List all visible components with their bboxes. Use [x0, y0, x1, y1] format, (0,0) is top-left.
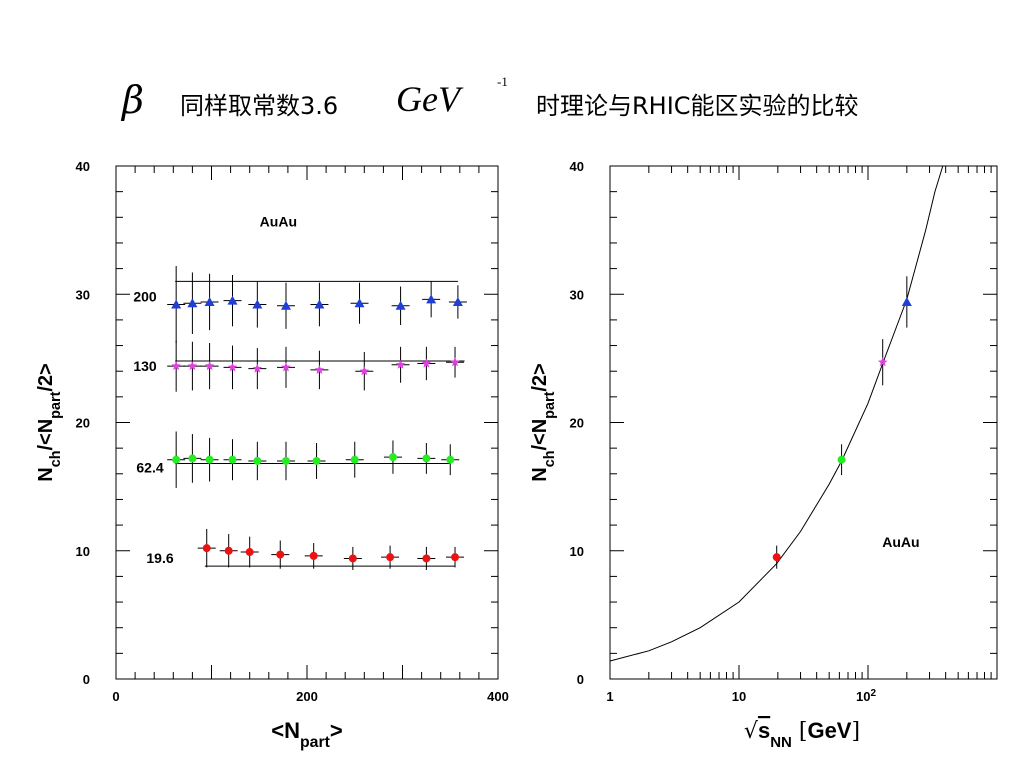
left-data-point	[171, 299, 182, 309]
left-y-tick-label: 20	[76, 416, 90, 431]
title-prefix: 同样取常数3.6	[180, 92, 339, 120]
title-suffix: 时理论与RHIC能区实验的比较	[536, 92, 859, 120]
left-data-point	[395, 359, 406, 369]
left-data-point	[309, 551, 318, 560]
right-y-axis-title: Nch/<Npart/2>	[529, 363, 558, 481]
left-data-point	[314, 299, 325, 309]
left-data-point	[204, 361, 215, 371]
left-data-point	[386, 553, 395, 562]
right-x-axis-title: √sNN [GeV]	[744, 718, 860, 751]
title-unit: GeV	[396, 79, 460, 119]
left-x-axis-title: <Npart>	[271, 718, 343, 751]
right-y-tick-label: 40	[570, 159, 584, 174]
left-data-point	[281, 362, 291, 372]
left-data-point	[426, 294, 437, 304]
left-series-label: 62.4	[136, 460, 163, 476]
left-data-point	[187, 298, 198, 308]
left-data-point	[280, 300, 291, 310]
left-data-point	[350, 455, 359, 464]
right-data-point	[837, 455, 846, 464]
left-y-tick-label: 10	[76, 544, 90, 559]
left-data-point	[172, 455, 181, 464]
left-data-point	[252, 299, 263, 309]
right-y-tick-label: 30	[570, 287, 584, 302]
left-data-point	[228, 455, 237, 464]
left-data-point	[348, 554, 357, 563]
left-data-point	[227, 362, 238, 372]
right-data-point	[772, 553, 781, 562]
left-data-point	[446, 455, 455, 464]
right-theory-curve	[609, 165, 944, 662]
left-data-point	[354, 298, 365, 308]
left-data-point	[188, 454, 197, 463]
right-panel: 0 10 20 30 40 1 10 102 √sNN [GeV] Nch/<Npart/2> Au…	[529, 159, 998, 751]
right-y-tick-label: 0	[577, 672, 584, 687]
left-y-tick-label: 40	[76, 159, 90, 174]
right-y-tick-label: 20	[570, 416, 584, 431]
left-data-point	[252, 363, 263, 373]
right-y-tick-label: 10	[570, 544, 584, 559]
left-series-label: 19.6	[146, 550, 173, 566]
right-annotation-auau: AuAu	[882, 534, 919, 550]
title-unit-exponent: -1	[497, 74, 508, 89]
left-data-point	[205, 455, 214, 464]
right-x-tick-label: 10	[732, 689, 746, 704]
title-beta-symbol: β	[122, 78, 144, 122]
left-data-point	[253, 456, 262, 465]
left-y-tick-label: 0	[83, 672, 90, 687]
left-data-point	[187, 361, 198, 371]
slide-title: β 同样取常数3.6 GeV -1 时理论与RHIC能区实验的比较	[0, 72, 1024, 132]
left-series-label: 130	[133, 358, 157, 374]
left-data-point	[359, 366, 370, 376]
left-data-point	[281, 456, 290, 465]
left-series-label: 200	[133, 289, 157, 305]
right-plot-frame	[609, 165, 998, 680]
left-x-tick-label: 200	[296, 689, 318, 704]
left-data-point	[224, 546, 233, 555]
left-data-point	[388, 453, 397, 462]
left-data-point	[245, 548, 254, 557]
right-data-point	[877, 357, 888, 367]
left-y-tick-label: 30	[76, 287, 90, 302]
left-data-point	[395, 300, 406, 310]
left-data-point	[202, 544, 211, 553]
left-series-200: 200	[133, 266, 467, 343]
right-data-point	[901, 296, 912, 306]
left-data-point	[314, 364, 325, 374]
left-data-point	[451, 553, 460, 562]
right-x-tick-label: 102	[856, 688, 876, 705]
left-data-point	[421, 358, 432, 368]
left-x-tick-label: 0	[112, 689, 119, 704]
left-plot-frame	[115, 165, 499, 680]
left-data-point	[450, 357, 460, 367]
left-x-tick-label: 400	[487, 689, 509, 704]
left-data-point	[276, 550, 285, 559]
right-x-tick-label: 1	[606, 689, 613, 704]
left-data-point	[171, 361, 181, 371]
left-data-point	[204, 296, 215, 306]
left-series-19-6: 19.6	[146, 528, 465, 570]
left-annotation-auau: AuAu	[260, 213, 297, 229]
left-series-130: 130	[133, 340, 465, 392]
left-data-point	[422, 554, 431, 563]
left-series-62-4: 62.4	[136, 431, 460, 488]
left-data-point	[422, 454, 431, 463]
left-data-point	[312, 456, 321, 465]
left-y-axis-title: Nch/<Npart/2>	[35, 363, 64, 481]
left-data-point	[452, 296, 463, 306]
left-data-point	[227, 295, 238, 305]
